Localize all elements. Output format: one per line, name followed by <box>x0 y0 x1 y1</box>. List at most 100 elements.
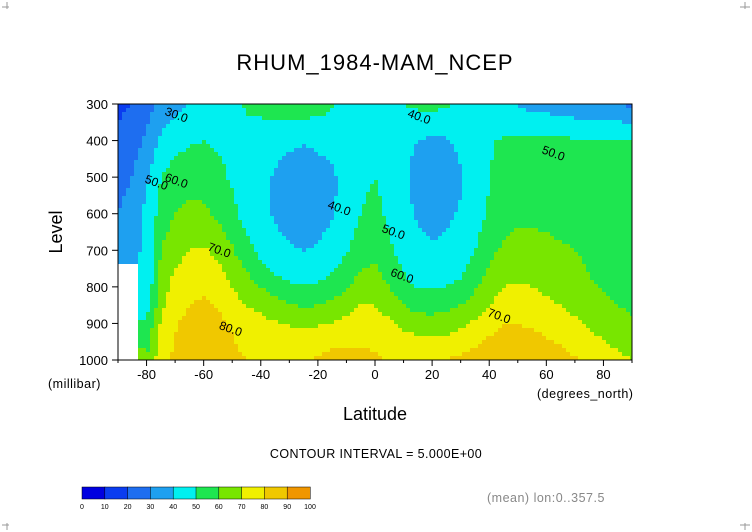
contour-cell <box>206 124 211 129</box>
contour-cell <box>186 136 191 141</box>
contour-cell <box>178 160 183 165</box>
contour-cell <box>338 276 343 281</box>
contour-cell <box>230 332 235 337</box>
contour-cell <box>330 208 335 213</box>
contour-cell <box>210 152 215 157</box>
contour-cell <box>202 292 207 297</box>
contour-cell <box>182 240 187 245</box>
contour-cell <box>238 160 243 165</box>
contour-cell <box>186 248 191 253</box>
contour-cell <box>210 308 215 313</box>
contour-cell <box>294 168 299 173</box>
contour-cell <box>270 316 275 321</box>
contour-cell <box>318 312 323 317</box>
contour-cell <box>286 320 291 325</box>
contour-cell <box>254 236 259 241</box>
contour-cell <box>410 344 415 349</box>
contour-cell <box>142 136 147 141</box>
contour-cell <box>250 188 255 193</box>
contour-cell <box>354 164 359 169</box>
contour-cell <box>398 168 403 173</box>
contour-cell <box>122 336 127 341</box>
contour-cell <box>190 124 195 129</box>
contour-cell <box>398 296 403 301</box>
contour-cell <box>230 172 235 177</box>
contour-cell <box>362 224 367 229</box>
contour-cell <box>198 228 203 233</box>
contour-cell <box>290 312 295 317</box>
contour-cell <box>190 164 195 169</box>
contour-cell <box>306 128 311 133</box>
contour-cell <box>386 140 391 145</box>
contour-cell <box>374 184 379 189</box>
contour-cell <box>394 196 399 201</box>
contour-cell <box>234 104 239 109</box>
contour-cell <box>322 324 327 329</box>
contour-cell <box>178 212 183 217</box>
contour-cell <box>258 288 263 293</box>
contour-cell <box>258 248 263 253</box>
contour-cell <box>250 296 255 301</box>
contour-cell <box>342 104 347 109</box>
contour-cell <box>258 276 263 281</box>
contour-cell <box>198 248 203 253</box>
contour-cell <box>410 260 415 265</box>
contour-cell <box>378 300 383 305</box>
contour-cell <box>130 192 135 197</box>
contour-cell <box>202 216 207 221</box>
contour-cell <box>306 120 311 125</box>
contour-cell <box>226 104 231 109</box>
contour-cell <box>402 236 407 241</box>
contour-cell <box>418 212 423 217</box>
contour-cell <box>262 212 267 217</box>
contour-cell <box>170 148 175 153</box>
contour-cell <box>182 112 187 117</box>
contour-cell <box>134 120 139 125</box>
contour-cell <box>226 200 231 205</box>
contour-cell <box>310 196 315 201</box>
contour-cell <box>342 160 347 165</box>
contour-cell <box>222 276 227 281</box>
contour-cell <box>278 348 283 353</box>
contour-cell <box>378 308 383 313</box>
contour-cell <box>406 320 411 325</box>
contour-cell <box>126 152 131 157</box>
contour-cell <box>286 240 291 245</box>
contour-cell <box>406 256 411 261</box>
contour-cell <box>182 220 187 225</box>
contour-cell <box>342 108 347 113</box>
contour-cell <box>306 264 311 269</box>
contour-cell <box>346 296 351 301</box>
contour-cell <box>418 340 423 345</box>
contour-cell <box>366 332 371 337</box>
contour-cell <box>394 352 399 357</box>
contour-cell <box>262 268 267 273</box>
contour-cell <box>302 204 307 209</box>
contour-cell <box>274 192 279 197</box>
contour-cell <box>158 332 163 337</box>
contour-cell <box>182 328 187 333</box>
contour-cell <box>322 224 327 229</box>
contour-cell <box>378 328 383 333</box>
contour-cell <box>366 356 371 361</box>
contour-cell <box>370 240 375 245</box>
contour-cell <box>342 236 347 241</box>
contour-cell <box>274 332 279 337</box>
contour-cell <box>318 268 323 273</box>
contour-cell <box>378 312 383 317</box>
contour-cell <box>154 236 159 241</box>
contour-cell <box>198 284 203 289</box>
contour-cell <box>162 308 167 313</box>
contour-cell <box>346 128 351 133</box>
contour-cell <box>398 312 403 317</box>
contour-cell <box>242 224 247 229</box>
contour-cell <box>254 260 259 265</box>
contour-cell <box>258 300 263 305</box>
contour-cell <box>342 172 347 177</box>
contour-cell <box>162 168 167 173</box>
contour-cell <box>398 336 403 341</box>
contour-cell <box>226 164 231 169</box>
contour-cell <box>226 316 231 321</box>
contour-cell <box>134 348 139 353</box>
contour-cell <box>358 112 363 117</box>
